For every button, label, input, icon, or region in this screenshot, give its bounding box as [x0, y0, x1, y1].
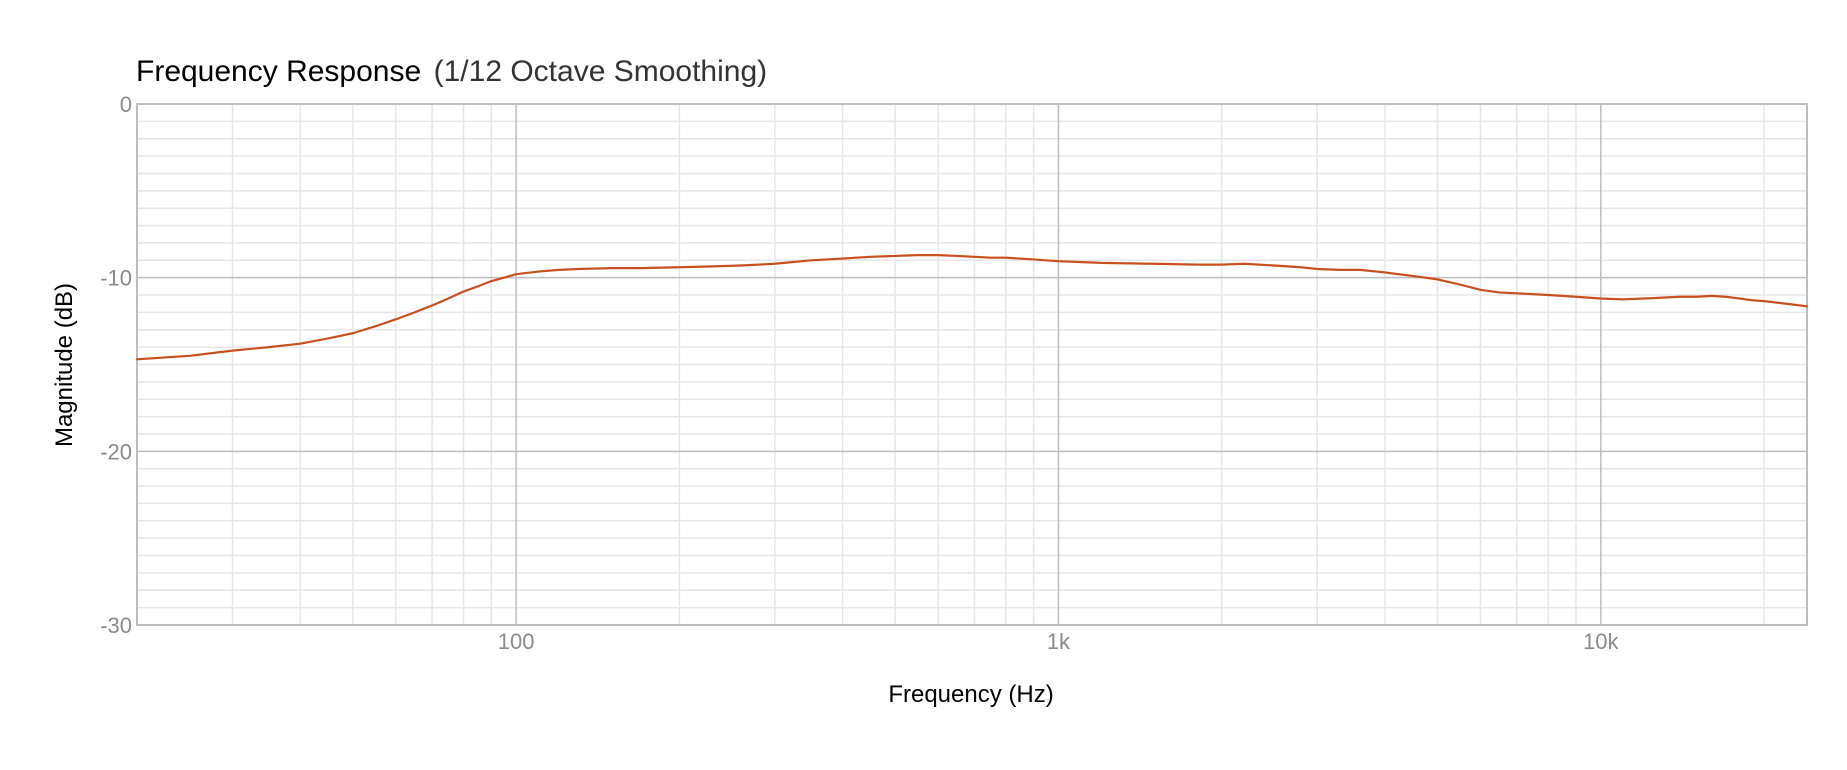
- x-axis-ticks: 100 1k 10k: [498, 629, 1620, 654]
- x-tick-label-1: 1k: [1047, 629, 1071, 654]
- y-tick-label-2: -20: [100, 439, 132, 464]
- y-tick-label-3: -30: [100, 613, 132, 638]
- chart-title-main: Frequency Response: [136, 55, 421, 88]
- chart-title: Frequency Response (1/12 Octave Smoothin…: [136, 55, 767, 88]
- x-tick-label-2: 10k: [1583, 629, 1619, 654]
- chart-title-subtitle: (1/12 Octave Smoothing): [434, 55, 768, 88]
- plot-frame: [136, 103, 1808, 626]
- series-line-magnitude: [135, 253, 1809, 361]
- grid: [137, 103, 1807, 626]
- y-axis-ticks: 0 -10 -20 -30: [100, 92, 132, 638]
- y-tick-label-0: 0: [120, 92, 132, 117]
- x-axis-label: Frequency (Hz): [888, 681, 1053, 708]
- y-axis-label: Magnitude (dB): [51, 283, 78, 447]
- x-tick-label-0: 100: [498, 629, 535, 654]
- y-tick-label-1: -10: [100, 266, 132, 291]
